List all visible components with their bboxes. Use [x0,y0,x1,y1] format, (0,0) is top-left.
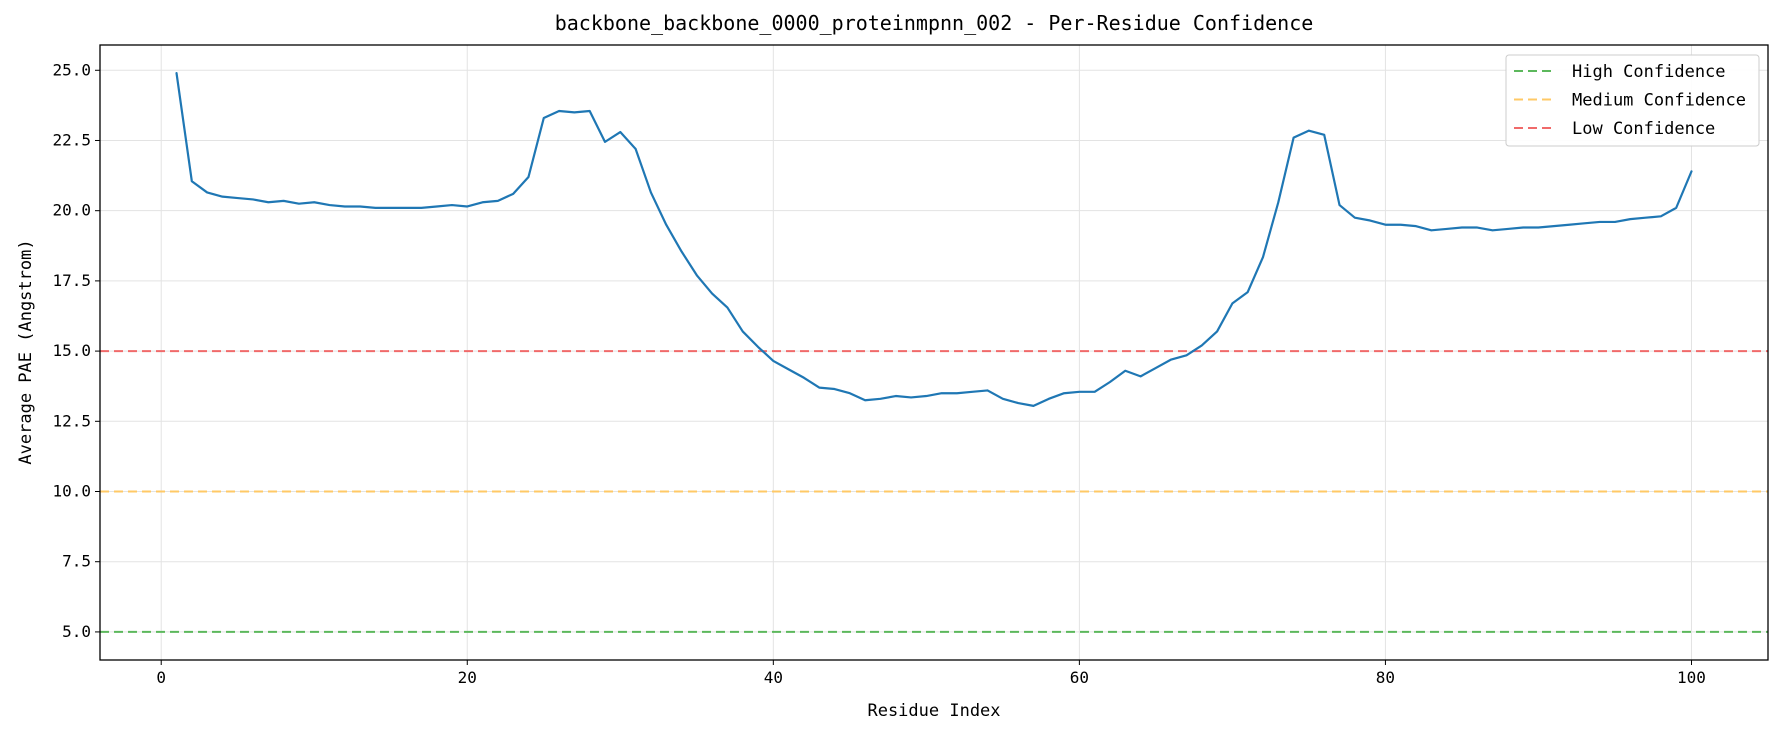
y-tick-label: 25.0 [52,60,91,79]
x-tick-label: 20 [458,668,477,687]
y-tick-label: 10.0 [52,482,91,501]
legend-box [1505,54,1760,147]
y-tick-label: 5.0 [62,622,91,641]
plot-frame [99,44,1769,661]
y-tick-label: 22.5 [52,130,91,149]
y-tick-label: 7.5 [62,552,91,571]
chart-title: backbone_backbone_0000_proteinmpnn_002 -… [555,11,1314,35]
y-tick-label: 12.5 [52,411,91,430]
legend-label: Medium Confidence [1572,91,1746,111]
grid-lines [100,45,1768,660]
y-tick-label: 17.5 [52,271,91,290]
legend: High Confidence Medium Confidence Low Conf… [1505,54,1760,147]
x-tick-label: 60 [1070,668,1089,687]
y-axis-label: Average PAE (Angstrom) [16,239,36,464]
legend-label: High Confidence [1572,62,1726,82]
legend-label: Low Confidence [1572,119,1715,139]
y-tick-label: 20.0 [52,201,91,220]
x-ticks: 0 20 40 60 80 100 [156,660,1706,687]
x-tick-label: 40 [764,668,783,687]
pae-series-line [175,71,1693,407]
x-tick-label: 80 [1376,668,1395,687]
reference-lines [100,350,1768,633]
x-tick-label: 0 [156,668,166,687]
x-tick-label: 100 [1677,668,1706,687]
y-tick-label: 15.0 [52,341,91,360]
y-ticks: 5.0 7.5 10.0 12.5 15.0 17.5 20.0 22.5 25.0 [52,60,100,641]
data-series [175,71,1693,407]
x-axis-label: Residue Index [867,701,1000,721]
